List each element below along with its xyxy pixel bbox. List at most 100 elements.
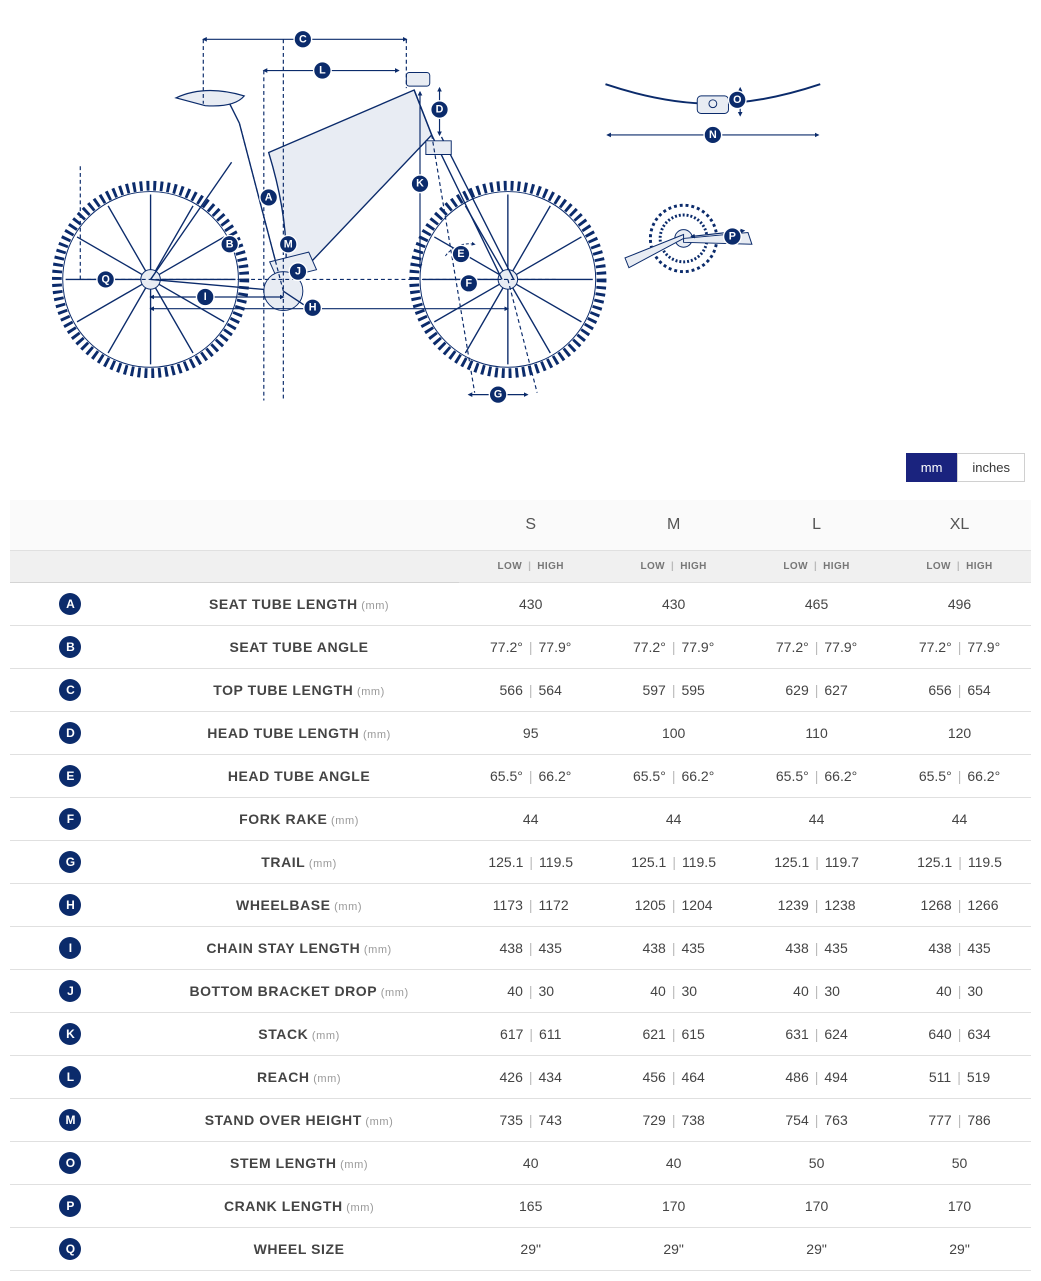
value-cell: 465 <box>745 583 888 626</box>
table-row: OSTEM LENGTH (mm)40405050 <box>10 1142 1031 1185</box>
value-cell: 44 <box>745 798 888 841</box>
value-cell: 566|564 <box>459 669 602 712</box>
value-cell: 77.2°|77.9° <box>602 626 745 669</box>
diagram-marker-a: A <box>265 191 273 203</box>
row-badge: E <box>59 765 81 787</box>
unit-inches-button[interactable]: inches <box>957 453 1025 482</box>
diagram-marker-c: C <box>299 33 307 45</box>
size-col-xl: XL <box>888 500 1031 551</box>
row-label: REACH (mm) <box>93 1056 459 1099</box>
row-label: CHAIN STAY LENGTH (mm) <box>93 927 459 970</box>
diagram-marker-m: M <box>284 238 293 250</box>
value-cell: 44 <box>888 798 1031 841</box>
value-cell: 29" <box>602 1228 745 1271</box>
table-row: ICHAIN STAY LENGTH (mm)438|435438|435438… <box>10 927 1031 970</box>
unit-mm-button[interactable]: mm <box>906 453 958 482</box>
table-row: QWHEEL SIZE29"29"29"29" <box>10 1228 1031 1271</box>
table-row: KSTACK (mm)617|611621|615631|624640|634 <box>10 1013 1031 1056</box>
value-cell: 40|30 <box>888 970 1031 1013</box>
diagram-marker-q: Q <box>101 273 109 285</box>
value-cell: 1268|1266 <box>888 884 1031 927</box>
value-cell: 40|30 <box>459 970 602 1013</box>
value-cell: 77.2°|77.9° <box>745 626 888 669</box>
value-cell: 125.1|119.5 <box>888 841 1031 884</box>
table-row: DHEAD TUBE LENGTH (mm)95100110120 <box>10 712 1031 755</box>
table-row: FFORK RAKE (mm)44444444 <box>10 798 1031 841</box>
row-label: FORK RAKE (mm) <box>93 798 459 841</box>
value-cell: 656|654 <box>888 669 1031 712</box>
diagram-marker-l: L <box>319 65 326 77</box>
value-cell: 438|435 <box>602 927 745 970</box>
value-cell: 456|464 <box>602 1056 745 1099</box>
value-cell: 65.5°|66.2° <box>745 755 888 798</box>
value-cell: 617|611 <box>459 1013 602 1056</box>
value-cell: 629|627 <box>745 669 888 712</box>
unit-switcher: mm inches <box>10 453 1025 482</box>
row-badge: F <box>59 808 81 830</box>
value-cell: 438|435 <box>459 927 602 970</box>
value-cell: 65.5°|66.2° <box>459 755 602 798</box>
diagram-marker-o: O <box>733 94 741 106</box>
value-cell: 430 <box>602 583 745 626</box>
value-cell: 426|434 <box>459 1056 602 1099</box>
subhead: LOW|HIGH <box>459 551 602 583</box>
value-cell: 640|634 <box>888 1013 1031 1056</box>
value-cell: 1205|1204 <box>602 884 745 927</box>
table-row: BSEAT TUBE ANGLE77.2°|77.9°77.2°|77.9°77… <box>10 626 1031 669</box>
table-row: PCRANK LENGTH (mm)165170170170 <box>10 1185 1031 1228</box>
value-cell: 170 <box>745 1185 888 1228</box>
value-cell: 120 <box>888 712 1031 755</box>
row-label: TOP TUBE LENGTH (mm) <box>93 669 459 712</box>
row-badge: J <box>59 980 81 1002</box>
value-cell: 65.5°|66.2° <box>888 755 1031 798</box>
diagram-marker-i: I <box>204 291 207 303</box>
row-label: STEM LENGTH (mm) <box>93 1142 459 1185</box>
value-cell: 29" <box>888 1228 1031 1271</box>
table-row: ASEAT TUBE LENGTH (mm)430430465496 <box>10 583 1031 626</box>
value-cell: 40 <box>459 1142 602 1185</box>
row-label: WHEELBASE (mm) <box>93 884 459 927</box>
row-badge: Q <box>59 1238 81 1260</box>
value-cell: 496 <box>888 583 1031 626</box>
size-col-m: M <box>602 500 745 551</box>
row-badge: D <box>59 722 81 744</box>
row-badge: O <box>59 1152 81 1174</box>
value-cell: 50 <box>888 1142 1031 1185</box>
value-cell: 125.1|119.5 <box>459 841 602 884</box>
table-row: EHEAD TUBE ANGLE65.5°|66.2°65.5°|66.2°65… <box>10 755 1031 798</box>
row-badge: H <box>59 894 81 916</box>
value-cell: 511|519 <box>888 1056 1031 1099</box>
subhead: LOW|HIGH <box>888 551 1031 583</box>
diagram-marker-f: F <box>466 277 473 289</box>
diagram-marker-n: N <box>709 129 717 141</box>
size-col-s: S <box>459 500 602 551</box>
row-label: WHEEL SIZE <box>93 1228 459 1271</box>
value-cell: 1173|1172 <box>459 884 602 927</box>
value-cell: 40|30 <box>602 970 745 1013</box>
diagram-marker-b: B <box>226 238 234 250</box>
table-row: GTRAIL (mm)125.1|119.5125.1|119.5125.1|1… <box>10 841 1031 884</box>
value-cell: 100 <box>602 712 745 755</box>
value-cell: 40|30 <box>745 970 888 1013</box>
row-badge: B <box>59 636 81 658</box>
row-badge: L <box>59 1066 81 1088</box>
value-cell: 40 <box>602 1142 745 1185</box>
table-row: L REACH (mm)426|434456|464486|494511|519 <box>10 1056 1031 1099</box>
row-label: BOTTOM BRACKET DROP (mm) <box>93 970 459 1013</box>
value-cell: 735|743 <box>459 1099 602 1142</box>
diagram-marker-d: D <box>436 104 444 116</box>
diagram-marker-j: J <box>295 266 301 278</box>
value-cell: 486|494 <box>745 1056 888 1099</box>
value-cell: 29" <box>745 1228 888 1271</box>
value-cell: 50 <box>745 1142 888 1185</box>
row-badge: G <box>59 851 81 873</box>
value-cell: 438|435 <box>745 927 888 970</box>
geometry-table: S M L XL LOW|HIGH LOW|HIGH LOW|HIGH LOW|… <box>10 500 1031 1271</box>
value-cell: 29" <box>459 1228 602 1271</box>
diagram-marker-k: K <box>416 178 424 190</box>
table-row: HWHEELBASE (mm)1173|11721205|12041239|12… <box>10 884 1031 927</box>
row-badge: A <box>59 593 81 615</box>
value-cell: 438|435 <box>888 927 1031 970</box>
diagram-marker-h: H <box>309 302 317 314</box>
row-label: SEAT TUBE ANGLE <box>93 626 459 669</box>
